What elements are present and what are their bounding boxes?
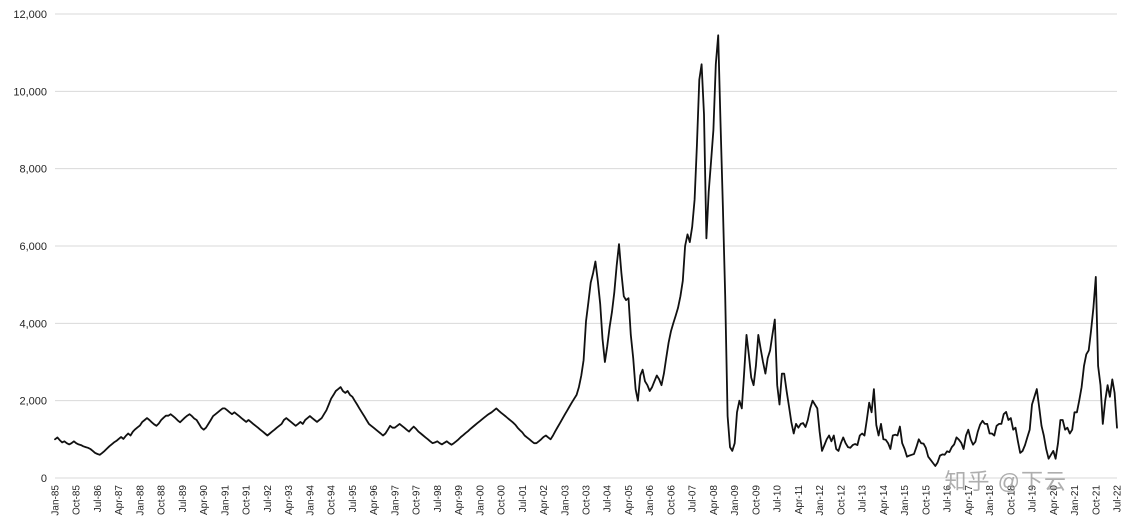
x-axis-tick-label: Oct-85 bbox=[72, 485, 83, 515]
x-axis-tick-label: Jan-00 bbox=[475, 485, 486, 516]
x-axis-tick-label: Oct-00 bbox=[497, 485, 508, 515]
x-axis-tick-label: Apr-20 bbox=[1049, 485, 1060, 515]
x-axis-tick-label: Apr-90 bbox=[199, 485, 210, 515]
x-axis-tick-label: Jan-12 bbox=[815, 485, 826, 516]
x-axis-tick-label: Oct-21 bbox=[1091, 485, 1102, 515]
x-axis-tick-label: Jul-89 bbox=[178, 485, 189, 513]
x-axis-tick-label: Oct-97 bbox=[412, 485, 423, 515]
x-axis-tick-label: Jan-21 bbox=[1070, 485, 1081, 516]
x-axis-tick-label: Apr-96 bbox=[369, 485, 380, 515]
x-axis-tick-label: Jan-15 bbox=[900, 485, 911, 516]
x-axis-tick-label: Jul-13 bbox=[858, 485, 869, 513]
y-axis-tick-label: 6,000 bbox=[19, 241, 47, 253]
y-axis-tick-label: 10,000 bbox=[13, 86, 47, 98]
data-series-line bbox=[54, 34, 1118, 467]
x-axis-tick-label: Apr-93 bbox=[284, 485, 295, 515]
x-axis-tick-label: Jul-19 bbox=[1028, 485, 1039, 513]
x-axis-tick-label: Jul-98 bbox=[433, 485, 444, 513]
y-axis-tick-label: 4,000 bbox=[19, 318, 47, 330]
y-axis-tick-label: 12,000 bbox=[13, 9, 47, 21]
x-axis-tick-label: Jul-07 bbox=[688, 485, 699, 513]
x-axis-tick-label: Apr-11 bbox=[794, 485, 805, 515]
x-axis-tick-label: Oct-18 bbox=[1006, 485, 1017, 515]
x-axis-tick-label: Apr-99 bbox=[454, 485, 465, 515]
x-axis-tick-label: Apr-02 bbox=[539, 485, 550, 515]
y-axis-tick-label: 2,000 bbox=[19, 396, 47, 408]
x-axis-tick-label: Apr-14 bbox=[879, 485, 890, 515]
x-axis-tick-label: Oct-94 bbox=[327, 485, 338, 515]
x-axis-tick-label: Oct-15 bbox=[921, 485, 932, 515]
y-axis-tick-label: 8,000 bbox=[19, 164, 47, 176]
x-axis-tick-label: Oct-03 bbox=[582, 485, 593, 515]
x-axis-tick-label: Jul-04 bbox=[603, 485, 614, 513]
x-axis-tick-label: Jan-94 bbox=[305, 485, 316, 516]
x-axis-tick-label: Jan-03 bbox=[560, 485, 571, 516]
x-axis-tick-label: Oct-06 bbox=[666, 485, 677, 515]
x-axis-tick-label: Jan-85 bbox=[51, 485, 62, 516]
x-axis-tick-label: Jan-09 bbox=[730, 485, 741, 516]
x-axis-tick-label: Jan-06 bbox=[645, 485, 656, 516]
x-axis-tick-label: Apr-08 bbox=[709, 485, 720, 515]
x-axis-tick-label: Jul-01 bbox=[518, 485, 529, 513]
x-axis-tick-label: Oct-88 bbox=[157, 485, 168, 515]
x-axis-tick-label: Jul-10 bbox=[773, 485, 784, 513]
x-axis-tick-label: Oct-12 bbox=[836, 485, 847, 515]
x-axis-tick-label: Jul-22 bbox=[1113, 485, 1124, 513]
x-axis-tick-label: Jan-97 bbox=[390, 485, 401, 516]
x-axis-tick-label: Apr-05 bbox=[624, 485, 635, 515]
x-axis-tick-label: Jul-16 bbox=[943, 485, 954, 513]
x-axis-tick-label: Jan-91 bbox=[220, 485, 231, 516]
y-axis-tick-label: 0 bbox=[41, 473, 47, 485]
x-axis-tick-label: Jan-18 bbox=[985, 485, 996, 516]
x-axis-tick-label: Jul-95 bbox=[348, 485, 359, 513]
x-axis-tick-label: Oct-09 bbox=[751, 485, 762, 515]
x-axis-tick-label: Jul-86 bbox=[93, 485, 104, 513]
x-axis-tick-label: Jan-88 bbox=[135, 485, 146, 516]
x-axis-tick-label: Apr-87 bbox=[114, 485, 125, 515]
x-axis-tick-label: Jul-92 bbox=[263, 485, 274, 513]
x-axis-tick-label: Oct-91 bbox=[242, 485, 253, 515]
x-axis-tick-label: Apr-17 bbox=[964, 485, 975, 515]
